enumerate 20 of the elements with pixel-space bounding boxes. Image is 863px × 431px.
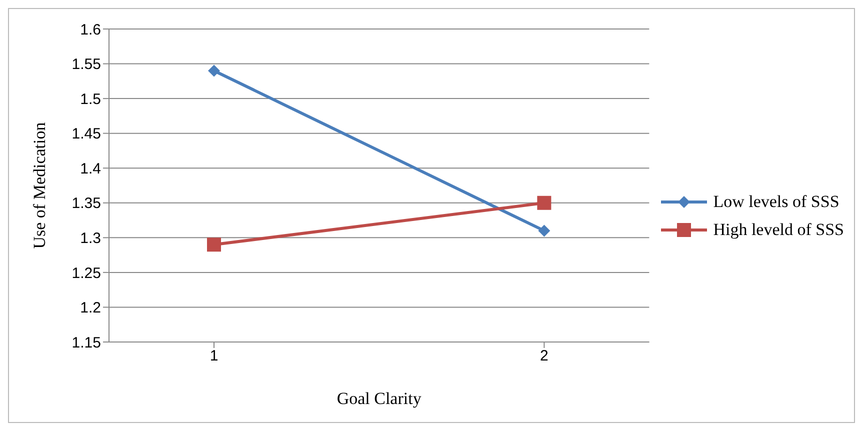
y-tick-label: 1.5 xyxy=(80,90,101,108)
x-axis-title: Goal Clarity xyxy=(336,389,422,408)
y-tick-label: 1.35 xyxy=(72,195,101,212)
x-tick-label: 1 xyxy=(210,348,218,365)
y-tick-label: 1.2 xyxy=(80,300,101,317)
legend-label: High leveld of SSS xyxy=(713,220,844,240)
y-tick-label: 1.3 xyxy=(80,230,101,247)
y-tick-label: 1.45 xyxy=(72,126,101,143)
point xyxy=(208,64,220,77)
point xyxy=(207,238,221,252)
point xyxy=(538,224,550,237)
y-tick-label: 1.6 xyxy=(80,21,101,38)
y-tick-label: 1.4 xyxy=(80,160,101,178)
legend-label: Low levels of SSS xyxy=(713,192,840,212)
point xyxy=(537,196,552,210)
x-tick-label: 2 xyxy=(540,348,548,365)
y-axis-title: Use of Medication xyxy=(30,122,50,249)
y-tick-label: 1.25 xyxy=(72,264,101,282)
y-tick-label: 1.55 xyxy=(72,56,101,74)
y-tick-label: 1.15 xyxy=(72,334,101,352)
